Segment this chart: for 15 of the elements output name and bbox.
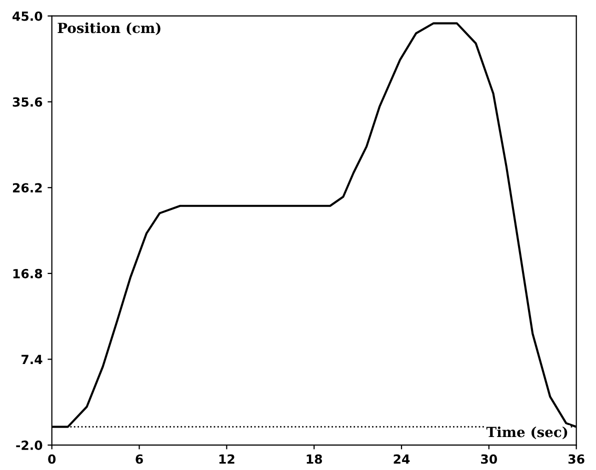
y-tick-label: 45.0: [12, 11, 42, 21]
y-tick-label: 35.6: [12, 97, 42, 107]
x-tick-label: 6: [136, 454, 143, 464]
x-tick-label: 12: [219, 454, 234, 464]
y-tick-label: -2.0: [16, 440, 42, 450]
y-tick-label: 26.2: [12, 183, 42, 193]
x-tick-label: 30: [481, 454, 498, 464]
x-tick-label: 0: [48, 454, 56, 464]
y-tick-label: 7.4: [22, 354, 42, 364]
x-tick-label: 18: [306, 454, 322, 464]
y-tick-label: 16.8: [13, 268, 42, 278]
x-tick-label: 36: [568, 454, 584, 464]
y-axis-title: Position (cm): [58, 22, 160, 36]
x-axis-title: Time (sec): [486, 426, 568, 440]
x-tick-label: 24: [394, 454, 410, 464]
